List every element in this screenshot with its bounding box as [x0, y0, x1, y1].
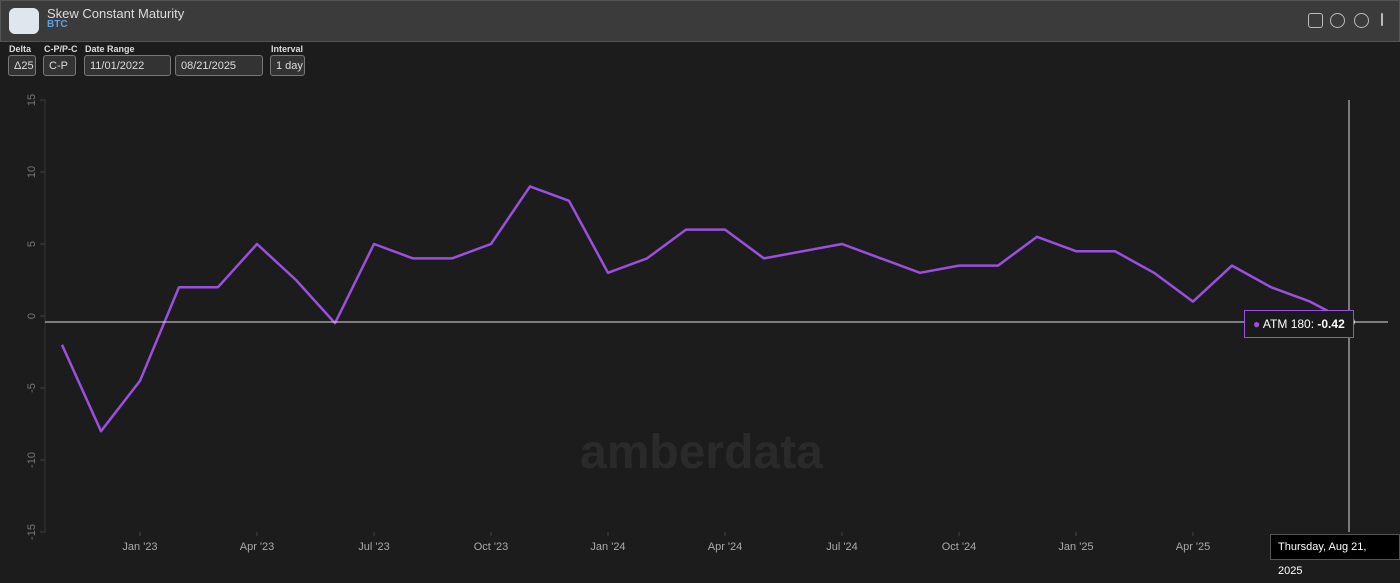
x-tick-label: Jan '25	[1058, 541, 1093, 553]
info-icon[interactable]	[1354, 13, 1369, 28]
control-label: Delta	[9, 44, 32, 54]
x-tick-label: Oct '23	[474, 541, 509, 553]
x-tick-label: Jan '24	[590, 541, 625, 553]
bookmark-icon[interactable]	[1308, 13, 1323, 28]
control-label: C-P/P-C	[44, 44, 78, 54]
control-label: Interval	[271, 44, 304, 54]
x-tick-label: Apr '24	[708, 541, 743, 553]
x-tick-label: Apr '23	[240, 541, 275, 553]
y-tick-label: -15	[26, 524, 38, 540]
cp-select[interactable]: C-P	[43, 55, 76, 76]
tooltip-value: -0.42	[1317, 317, 1345, 331]
menu-icon[interactable]	[1381, 13, 1383, 26]
interval-select[interactable]: 1 day	[270, 55, 305, 76]
x-tick-label: Oct '24	[942, 541, 977, 553]
tooltip-series: ATM 180	[1262, 317, 1311, 331]
x-tick-label: Jul '24	[826, 541, 857, 553]
header: Skew Constant Maturity BTC	[0, 0, 1400, 42]
x-tick-label: Jul '23	[358, 541, 389, 553]
chart: -15 -10 -5 0 5 10 15 Jan '23 Apr '23 Jul '23 Oct '…	[26, 94, 1388, 553]
watermark: amberdata	[580, 426, 823, 479]
y-tick-label: 0	[26, 313, 38, 319]
y-tick-label: 10	[26, 166, 38, 178]
start-date[interactable]: 11/01/2022	[84, 55, 171, 76]
y-tick-label: -5	[26, 383, 38, 393]
x-tick-label: Jan '23	[122, 541, 157, 553]
y-tick-label: 5	[26, 241, 38, 247]
series-line	[60, 185, 1350, 433]
y-tick-label: -10	[26, 452, 38, 468]
x-tick-label: Apr '25	[1176, 541, 1211, 553]
end-date[interactable]: 08/21/2025	[175, 55, 263, 76]
refresh-icon[interactable]	[1330, 13, 1345, 28]
title: Skew Constant Maturity	[47, 6, 185, 21]
control-label: Date Range	[85, 44, 135, 54]
tooltip-date: Thursday, Aug 21, 2025	[1270, 534, 1400, 577]
delta-select[interactable]: Δ25	[8, 55, 36, 76]
y-tick-label: 15	[26, 94, 38, 106]
subtitle: BTC	[47, 19, 68, 30]
logo	[9, 8, 39, 34]
tooltip: ● ATM 180: -0.42	[1244, 310, 1354, 338]
